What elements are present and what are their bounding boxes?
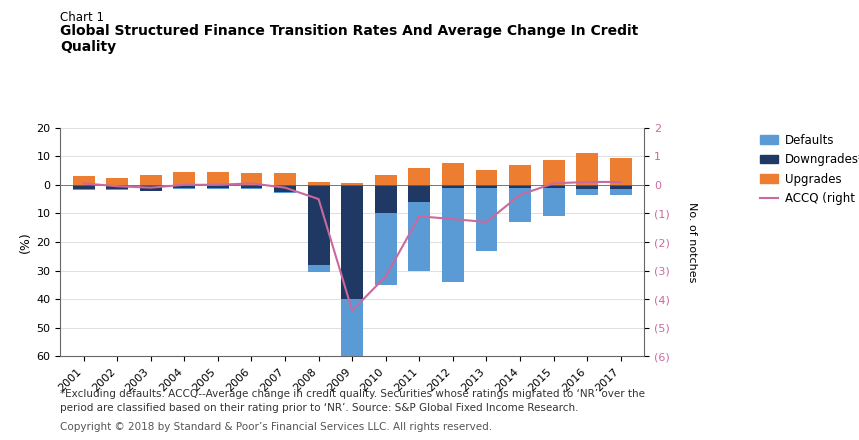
Bar xyxy=(308,265,330,272)
Bar xyxy=(174,187,195,188)
Bar xyxy=(274,192,296,194)
Text: *Excluding defaults. ACCQ--Average change in credit quality. Securities whose ra: *Excluding defaults. ACCQ--Average chang… xyxy=(60,389,645,413)
Bar xyxy=(576,185,598,189)
Bar xyxy=(174,185,195,187)
Bar xyxy=(476,170,497,185)
Bar xyxy=(442,187,464,282)
Text: Quality: Quality xyxy=(60,40,116,54)
Bar xyxy=(509,185,531,187)
Bar xyxy=(174,172,195,185)
Bar xyxy=(408,202,430,271)
Legend: Defaults, Downgrades*, Upgrades, ACCQ (right scale): Defaults, Downgrades*, Upgrades, ACCQ (r… xyxy=(755,129,859,210)
Bar xyxy=(73,185,94,189)
Bar xyxy=(375,185,397,213)
Bar xyxy=(107,185,128,189)
Bar xyxy=(207,187,228,188)
Text: Global Structured Finance Transition Rates And Average Change In Credit: Global Structured Finance Transition Rat… xyxy=(60,24,638,38)
Bar xyxy=(610,158,631,185)
Bar xyxy=(308,185,330,265)
Text: Chart 1: Chart 1 xyxy=(60,11,104,24)
Bar xyxy=(207,185,228,187)
Bar xyxy=(543,185,564,187)
Bar xyxy=(442,163,464,185)
Bar xyxy=(408,168,430,185)
Bar xyxy=(107,189,128,190)
Bar xyxy=(241,173,262,185)
Bar xyxy=(241,187,262,188)
Bar xyxy=(73,176,94,185)
Bar xyxy=(341,185,363,299)
Bar xyxy=(610,189,631,195)
Y-axis label: No. of notches: No. of notches xyxy=(686,202,697,282)
Bar xyxy=(207,172,228,185)
Bar xyxy=(107,178,128,185)
Bar xyxy=(576,153,598,185)
Bar xyxy=(476,187,497,251)
Bar xyxy=(476,185,497,187)
Bar xyxy=(341,299,363,440)
Y-axis label: (%): (%) xyxy=(19,231,32,253)
Text: Copyright © 2018 by Standard & Poor’s Financial Services LLC. All rights reserve: Copyright © 2018 by Standard & Poor’s Fi… xyxy=(60,422,492,433)
Bar xyxy=(241,185,262,187)
Bar xyxy=(442,185,464,187)
Bar xyxy=(274,173,296,185)
Bar xyxy=(576,189,598,195)
Bar xyxy=(140,185,161,191)
Bar xyxy=(610,185,631,189)
Bar xyxy=(274,185,296,192)
Bar xyxy=(408,185,430,202)
Bar xyxy=(341,183,363,185)
Bar xyxy=(308,182,330,185)
Bar xyxy=(543,161,564,185)
Bar xyxy=(140,175,161,185)
Bar xyxy=(375,213,397,285)
Bar xyxy=(73,189,94,190)
Bar xyxy=(509,187,531,222)
Bar xyxy=(375,175,397,185)
Bar xyxy=(509,165,531,185)
Bar xyxy=(543,187,564,216)
